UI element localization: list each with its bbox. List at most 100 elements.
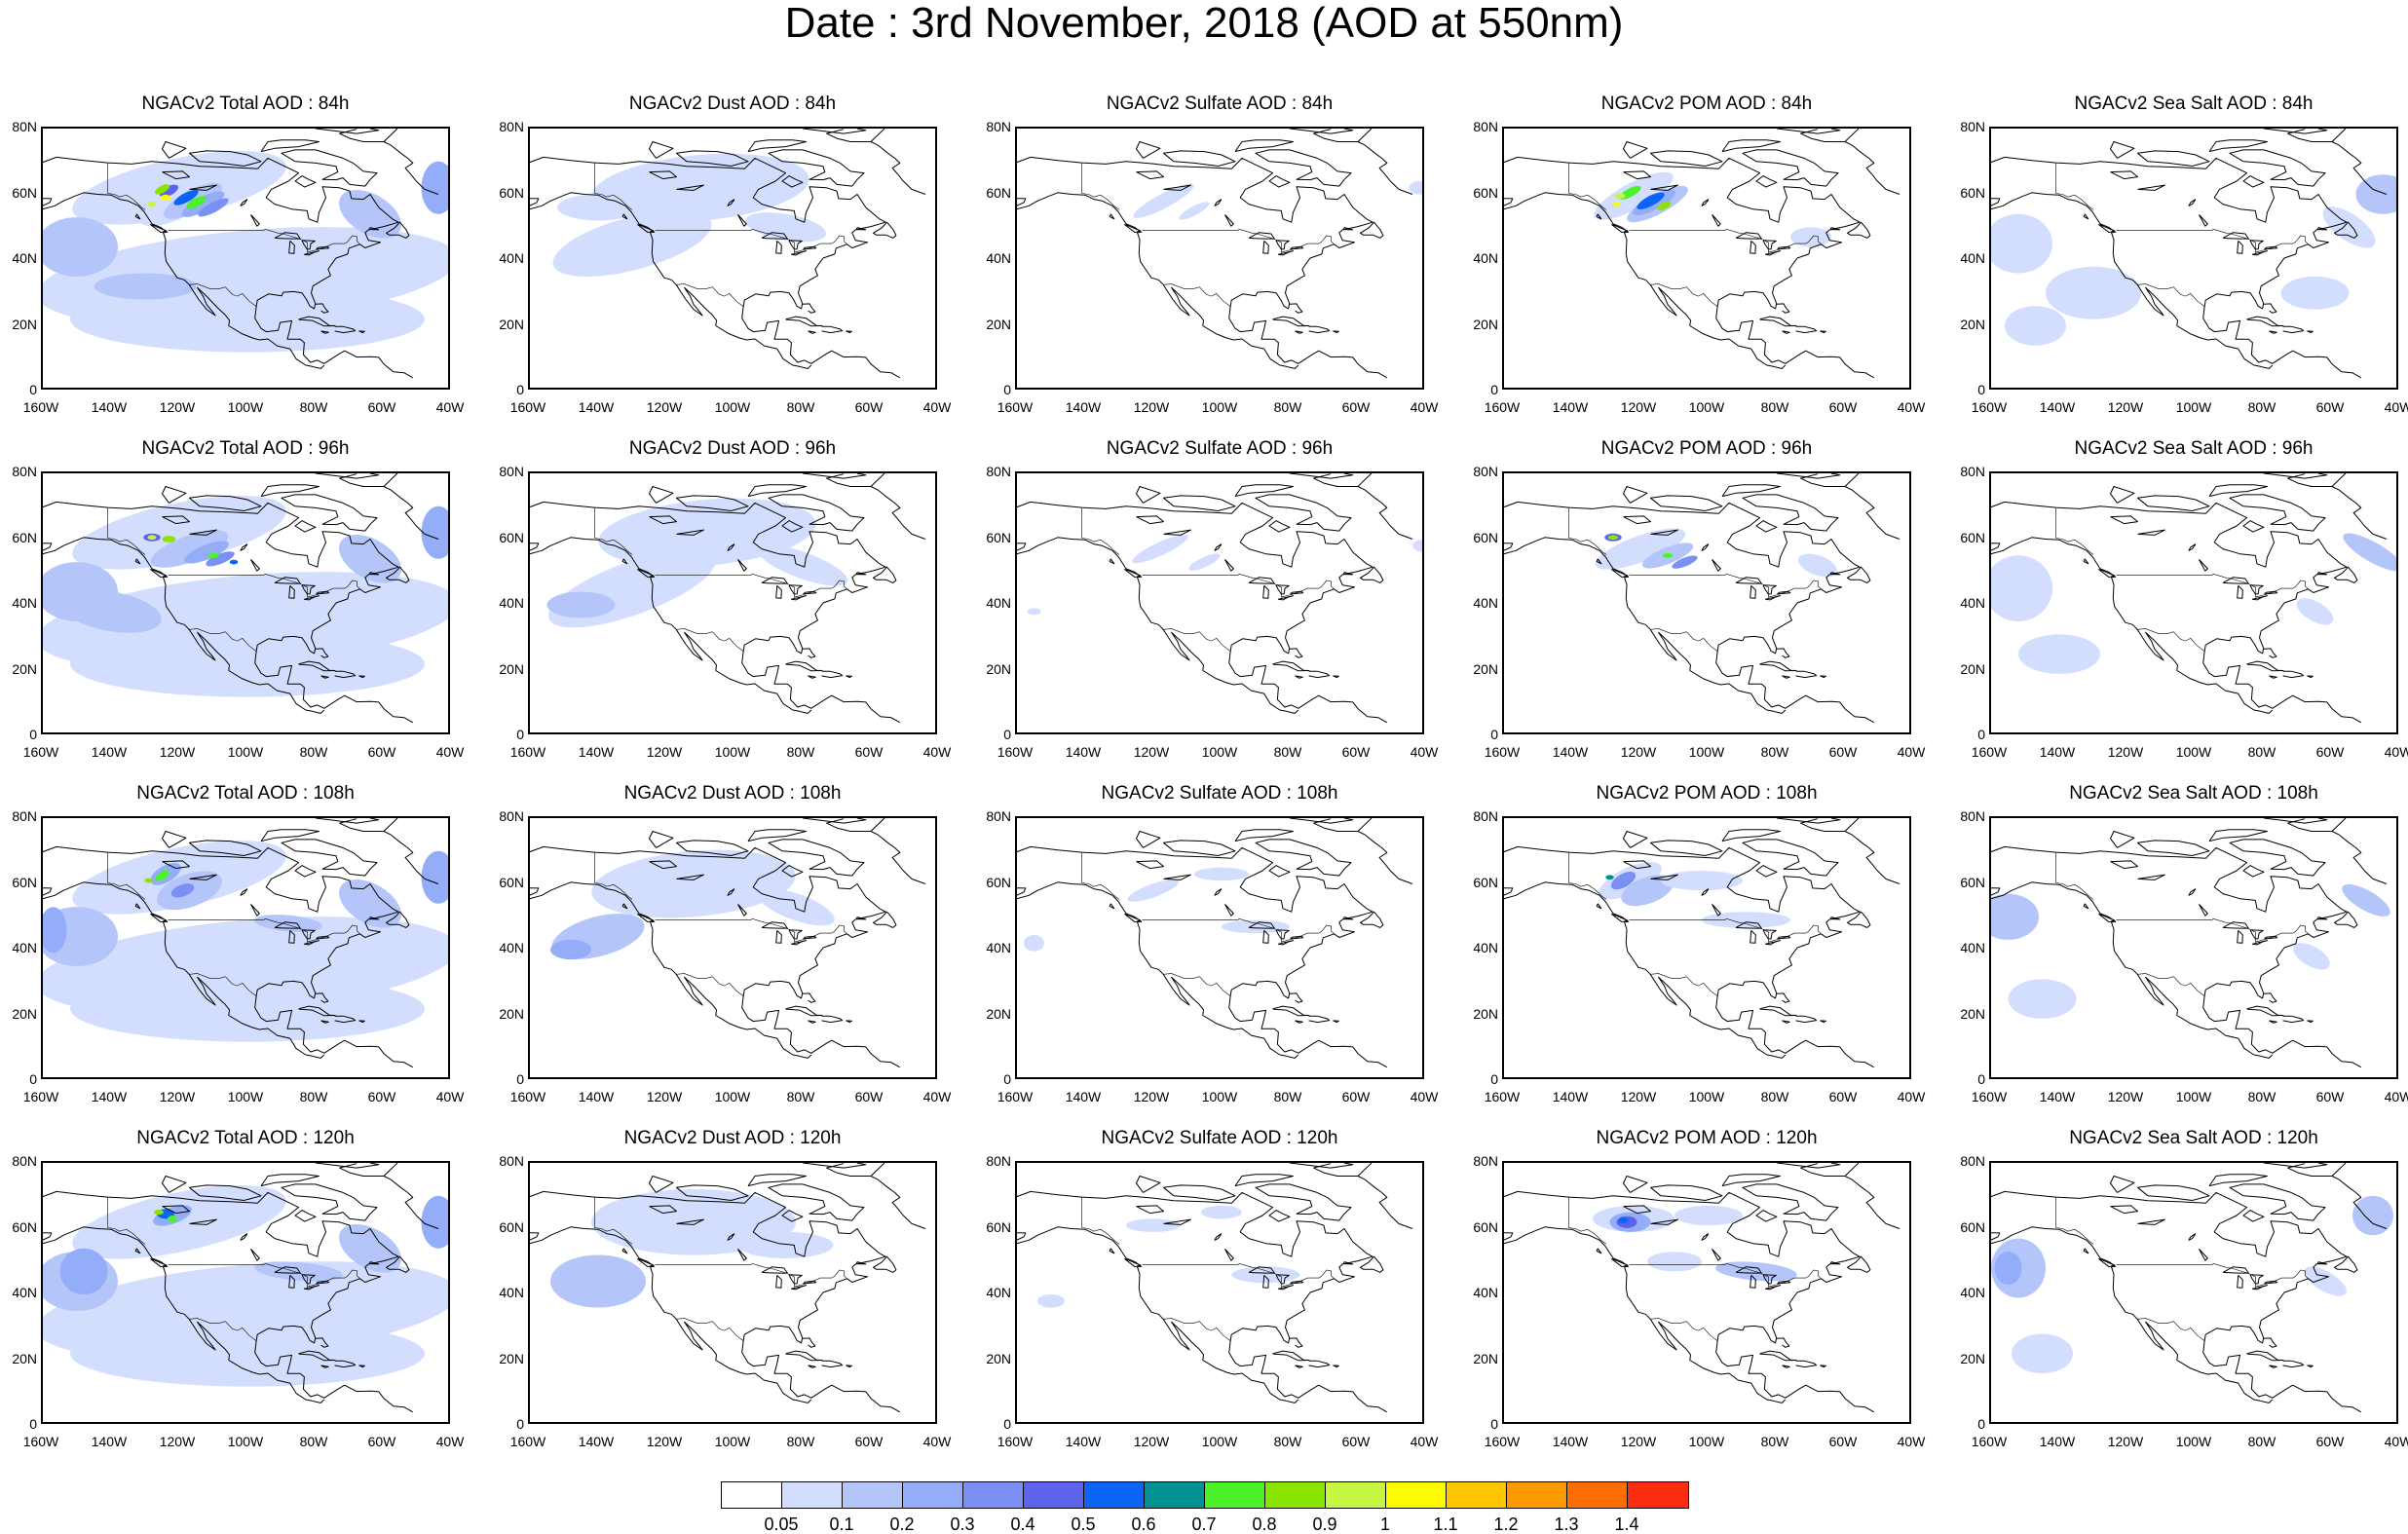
coastline xyxy=(368,572,380,576)
lon-tick-label: 100W xyxy=(1688,1089,1725,1104)
lat-tick-label: 0 xyxy=(516,1416,524,1432)
coastline xyxy=(676,1184,749,1201)
coastline xyxy=(2110,1176,2135,1193)
coastline xyxy=(1611,914,1629,923)
coastline xyxy=(1109,558,1115,565)
coastline xyxy=(1504,881,1787,1059)
coastline xyxy=(2287,473,2347,487)
aod-area xyxy=(59,1248,108,1294)
lat-tick-label: 20N xyxy=(1473,316,1498,332)
coastline xyxy=(1759,1350,1797,1362)
coastline xyxy=(2098,224,2116,234)
aod-field xyxy=(1594,171,1831,247)
coastline xyxy=(1289,473,1354,479)
lake-outline xyxy=(1750,930,1756,944)
map-canvas xyxy=(43,473,448,724)
map-canvas xyxy=(1504,818,1900,1068)
lake-outline xyxy=(1623,1205,1651,1215)
coastline xyxy=(1623,1176,1648,1193)
coastline xyxy=(802,648,816,658)
lon-tick-label: 120W xyxy=(1133,1089,1170,1104)
lat-tick-label: 40N xyxy=(1473,1285,1498,1300)
lake-outline xyxy=(788,929,803,940)
borders xyxy=(594,163,847,307)
coastline xyxy=(358,330,365,334)
lon-tick-label: 120W xyxy=(159,1434,196,1449)
lake-outline xyxy=(1762,584,1777,595)
country-border xyxy=(1081,882,1120,900)
lake-outline xyxy=(1262,1275,1269,1289)
map-canvas xyxy=(43,1163,448,1413)
lat-tick-label: 20N xyxy=(986,1350,1011,1366)
aod-area xyxy=(173,190,199,206)
coastline xyxy=(1611,224,1629,234)
lat-tick-label: 20N xyxy=(1473,1005,1498,1022)
coastlines xyxy=(1504,818,1900,1068)
country-border xyxy=(1142,917,1335,943)
lat-tick-label: 0 xyxy=(29,1071,37,1087)
lake-outline xyxy=(250,904,260,917)
aod-area xyxy=(557,194,639,221)
lake-outline xyxy=(1764,1285,1781,1291)
coastline xyxy=(1234,829,1294,842)
coastline xyxy=(1017,845,1388,1068)
coastline xyxy=(649,831,674,848)
borders xyxy=(594,852,847,996)
lat-tick-label: 0 xyxy=(29,727,37,742)
lon-tick-label: 120W xyxy=(1133,399,1170,415)
borders xyxy=(107,507,360,652)
coastline xyxy=(1313,1163,1373,1177)
lon-tick-label: 160W xyxy=(997,399,1034,415)
coastline xyxy=(2110,831,2135,848)
lon-tick-label: 160W xyxy=(509,744,546,760)
lake-outline xyxy=(250,1249,260,1261)
borders xyxy=(594,507,847,652)
coastline xyxy=(1776,818,1841,824)
coastline xyxy=(315,992,329,1003)
aod-area xyxy=(2280,276,2350,310)
panel-title: NGACv2 Sulfate AOD : 96h xyxy=(1106,438,1334,459)
coastline xyxy=(1504,537,1787,714)
coastline xyxy=(2208,139,2268,153)
lat-tick-label: 0 xyxy=(29,382,37,397)
country-border xyxy=(107,1227,146,1245)
coastline xyxy=(1109,213,1115,220)
lon-tick-label: 60W xyxy=(854,744,884,760)
aod-area xyxy=(1132,534,1188,564)
lake-outline xyxy=(737,1249,747,1261)
coastline xyxy=(260,139,320,153)
aod-area xyxy=(1133,183,1194,218)
coastline xyxy=(2110,141,2135,159)
coastline xyxy=(1829,917,1841,920)
lat-tick-label: 40N xyxy=(986,595,1011,611)
coastline xyxy=(1268,1210,1291,1222)
colorbar-swatch xyxy=(963,1482,1024,1508)
colorbar-label: 0.05 xyxy=(764,1515,799,1534)
coastline xyxy=(1844,831,1900,884)
map-panel-dust-84 xyxy=(528,127,937,390)
lon-tick-label: 40W xyxy=(922,744,952,760)
aod-area xyxy=(181,191,225,217)
map-canvas xyxy=(1017,1163,1413,1413)
aod-area xyxy=(1991,893,2039,940)
aod-area xyxy=(1991,555,2052,621)
borders xyxy=(107,852,360,996)
coastline xyxy=(1333,1365,1339,1368)
aod-area xyxy=(1790,227,1831,247)
country-border xyxy=(655,1262,847,1288)
aod-area xyxy=(159,184,179,198)
lake-outline xyxy=(1623,170,1651,180)
lon-tick-label: 40W xyxy=(435,1434,465,1449)
lake-outline xyxy=(274,921,301,929)
borders xyxy=(107,1197,360,1341)
coastline xyxy=(2263,303,2277,314)
aod-area xyxy=(552,210,712,278)
lon-tick-label: 140W xyxy=(2039,399,2076,415)
lon-tick-label: 100W xyxy=(227,1434,264,1449)
lat-tick-label: 60N xyxy=(1960,529,1985,545)
aod-area xyxy=(184,541,229,564)
colorbar xyxy=(721,1481,1689,1509)
lake-outline xyxy=(2237,585,2243,599)
aod-area xyxy=(550,939,591,960)
lat-tick-label: 60N xyxy=(12,529,37,545)
